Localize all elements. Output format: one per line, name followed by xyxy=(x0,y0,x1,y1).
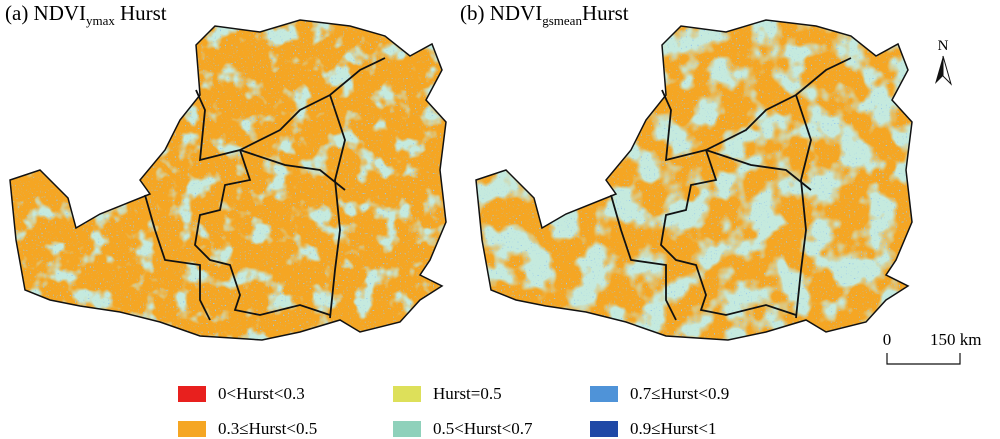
legend-label: 0.9≤Hurst<1 xyxy=(630,419,716,438)
panel-title: (a) NDVIymax Hurst xyxy=(5,1,167,28)
scale-end: 150 km xyxy=(930,330,981,349)
north-arrow: N xyxy=(935,38,953,86)
legend-label: 0.5<Hurst<0.7 xyxy=(433,419,533,438)
map-a xyxy=(9,19,447,341)
legend-label: 0.3≤Hurst<0.5 xyxy=(218,419,317,438)
map-b xyxy=(475,19,913,341)
legend-swatch xyxy=(393,421,421,437)
legend-swatch xyxy=(178,386,206,402)
title-text: (a) NDVI xyxy=(5,1,86,25)
north-label: N xyxy=(938,38,949,54)
legend-swatch xyxy=(393,386,421,402)
title-subscript: gsmean xyxy=(542,13,582,28)
legend-swatch xyxy=(178,421,206,437)
scale-bar: 0 150 km xyxy=(883,330,981,365)
legend-swatch xyxy=(590,421,618,437)
panel-title: (b) NDVIgsmeanHurst xyxy=(460,1,629,28)
legend-label: 0.7≤Hurst<0.9 xyxy=(630,384,729,403)
scale-start: 0 xyxy=(883,330,892,349)
title-suffix: Hurst xyxy=(582,1,629,25)
title-suffix: Hurst xyxy=(120,1,167,25)
title-text: (b) NDVI xyxy=(460,1,542,25)
title-subscript: ymax xyxy=(86,13,115,28)
legend: 0<Hurst<0.3 0.3≤Hurst<0.5 Hurst=0.5 0.5<Hur… xyxy=(178,384,729,438)
legend-label: 0<Hurst<0.3 xyxy=(218,384,305,403)
legend-label: Hurst=0.5 xyxy=(433,384,502,403)
legend-swatch xyxy=(590,386,618,402)
